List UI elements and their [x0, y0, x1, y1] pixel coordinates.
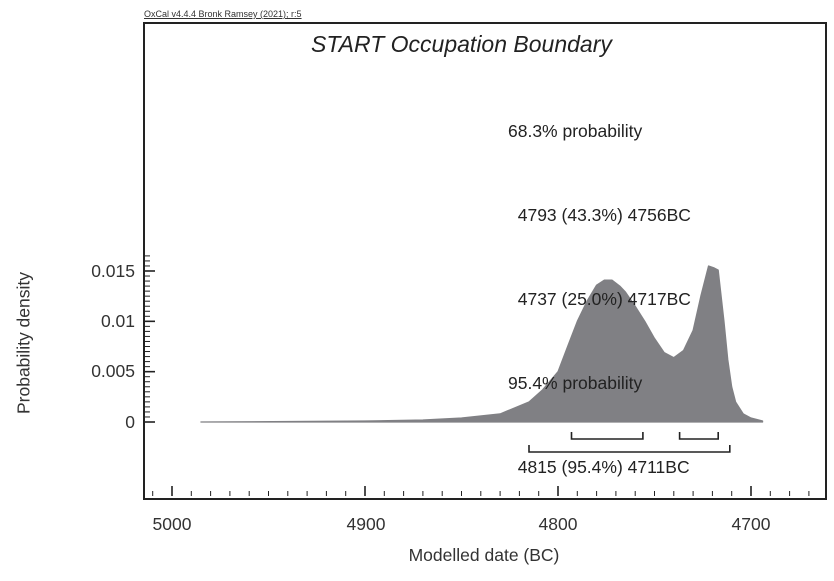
stat-line-95-range-1: 4815 (95.4%) 4711BC	[508, 457, 690, 477]
chart-title: START Occupation Boundary	[311, 31, 612, 57]
axis-ticks	[145, 255, 810, 496]
range-bracket-683-0	[570, 432, 644, 440]
range-brackets	[528, 432, 731, 453]
x-tick-label-4900: 4900	[346, 514, 386, 534]
stat-line-68-range-1: 4793 (43.3%) 4756BC	[508, 205, 691, 225]
software-credit: OxCal v4.4.4 Bronk Ramsey (2021); r:5	[144, 9, 302, 19]
plot-frame	[143, 22, 827, 500]
y-axis-label: Probability density	[13, 271, 34, 415]
density-curve	[200, 265, 764, 423]
x-tick-label-5000: 5000	[152, 514, 192, 534]
y-tick-label-0: 0	[125, 412, 135, 432]
x-tick-label-4700: 4700	[731, 514, 771, 534]
range-bracket-683-1	[678, 432, 719, 440]
stat-line-68-header: 68.3% probability	[508, 121, 643, 141]
stat-line-68-range-2: 4737 (25.0%) 4717BC	[508, 289, 691, 309]
probability-summary: 68.3% probability 4793 (43.3%) 4756BC 47…	[508, 61, 691, 509]
range-bracket-954-2	[528, 445, 731, 453]
y-tick-label-0005: 0.005	[91, 361, 135, 381]
density-area	[200, 265, 764, 423]
x-tick-label-4800: 4800	[538, 514, 578, 534]
y-tick-label-001: 0.01	[100, 311, 135, 331]
stat-line-95-header: 95.4% probability	[508, 373, 643, 393]
y-tick-label-0015: 0.015	[91, 261, 135, 281]
x-axis-label: Modelled date (BC)	[408, 545, 560, 565]
